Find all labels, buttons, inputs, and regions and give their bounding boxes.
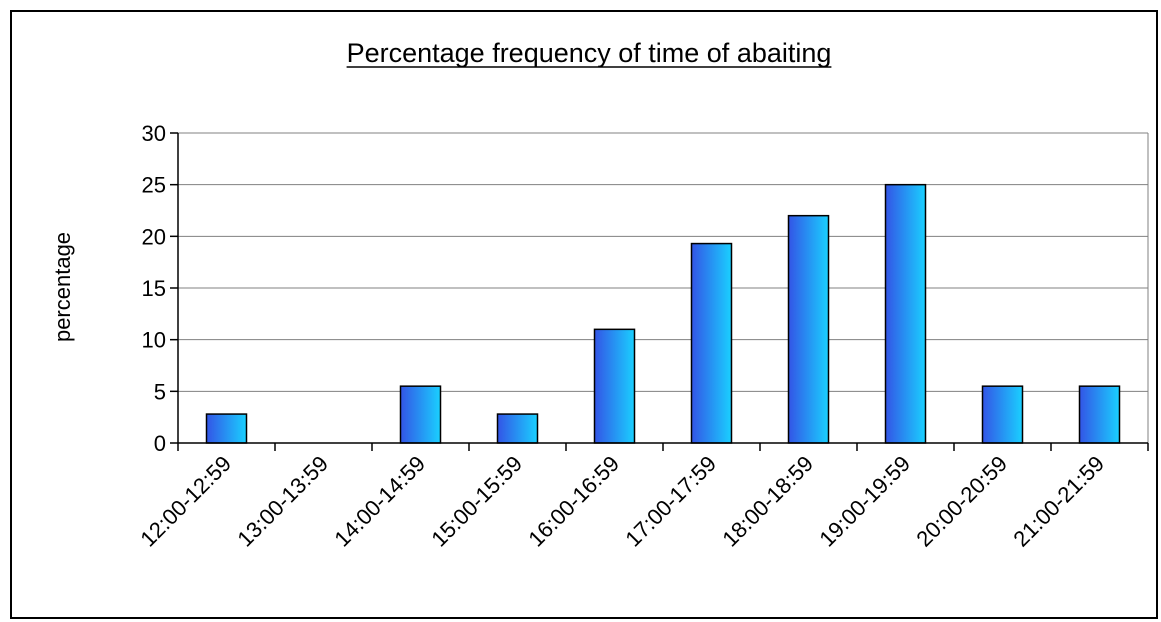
chart-frame: [10, 10, 1158, 619]
x-tick-label: 12:00-12:59: [135, 451, 236, 552]
x-tick-label: 16:00-16:59: [523, 451, 624, 552]
x-tick-label: 20:00-20:59: [911, 451, 1012, 552]
bar: [981, 385, 1024, 444]
bar: [884, 183, 927, 444]
x-tick-label: 19:00-19:59: [814, 451, 915, 552]
x-tick-label: 13:00-13:59: [232, 451, 333, 552]
y-tick-label: 5: [154, 379, 166, 404]
y-axis-label: percentage: [50, 232, 75, 342]
y-tick-label: 25: [142, 173, 166, 198]
x-tick-label: 17:00-17:59: [620, 451, 721, 552]
y-tick-label: 30: [142, 121, 166, 146]
x-tick-label: 18:00-18:59: [717, 451, 818, 552]
bar: [593, 328, 636, 444]
bars: [205, 183, 1121, 444]
y-tick-label: 0: [154, 431, 166, 456]
bar: [496, 413, 539, 444]
bar: [205, 413, 248, 444]
bar: [1078, 385, 1121, 444]
y-tick-label: 10: [142, 328, 166, 353]
bar: [399, 385, 442, 444]
bar: [787, 214, 830, 444]
chart-title: Percentage frequency of time of abaiting: [347, 38, 832, 68]
y-tick-label: 15: [142, 276, 166, 301]
x-tick-label: 15:00-15:59: [426, 451, 527, 552]
y-tick-label: 20: [142, 224, 166, 249]
x-tick-label: 21:00-21:59: [1008, 451, 1109, 552]
bar: [690, 242, 733, 444]
axes: [170, 132, 1149, 451]
x-tick-label: 14:00-14:59: [329, 451, 430, 552]
